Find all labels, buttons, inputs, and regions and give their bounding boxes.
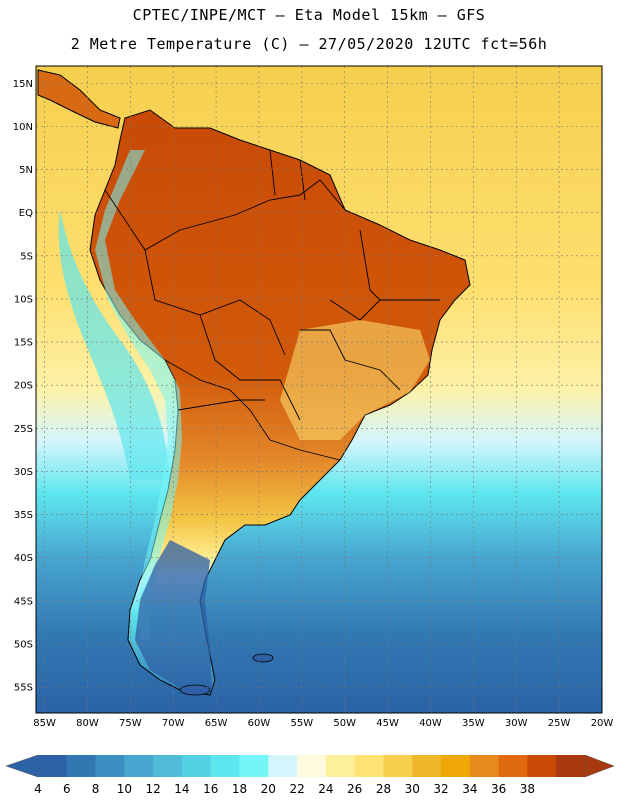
colorbar-left-arrow (5, 754, 39, 778)
colorbar-swatch (354, 755, 384, 777)
colorbar-swatch (153, 755, 183, 777)
colorbar-swatch (325, 755, 356, 777)
colorbar: 4 6 8 10 12 14 16 18 20 22 24 26 28 30 32 34 36 38 (5, 754, 615, 796)
lat-label: 45S (14, 596, 33, 607)
colorbar-label: 14 (174, 782, 189, 796)
colorbar-swatch (66, 755, 97, 777)
colorbar-swatch (210, 755, 241, 777)
colorbar-label: 22 (289, 782, 304, 796)
lat-label: 40S (14, 553, 33, 564)
colorbar-swatch (181, 755, 212, 777)
colorbar-swatch (383, 755, 413, 777)
chart-title-line-1: CPTEC/INPE/MCT – Eta Model 15km – GFS (132, 6, 486, 24)
lon-label: 60W (248, 718, 271, 729)
tierra-del-fuego (179, 684, 211, 696)
colorbar-right-arrow (584, 754, 615, 778)
lon-label: 35W (462, 718, 485, 729)
lat-label: 55S (14, 683, 33, 694)
colorbar-label: 28 (376, 782, 391, 796)
colorbar-label: 38 (520, 782, 535, 796)
lat-label: 20S (14, 381, 33, 392)
colorbar-swatch (297, 755, 327, 777)
lat-label: 15S (14, 338, 33, 349)
colorbar-swatch (498, 755, 528, 777)
colorbar-label: 30 (405, 782, 420, 796)
colorbar-label: 24 (318, 782, 333, 796)
colorbar-label: 26 (347, 782, 362, 796)
country-borders (104, 149, 440, 461)
colorbar-label: 20 (261, 782, 276, 796)
lon-label: 80W (76, 718, 99, 729)
southeast-brazil-mild (280, 320, 430, 440)
map-gridlines (36, 66, 603, 713)
lon-label: 70W (162, 718, 185, 729)
lat-label: 30S (14, 467, 33, 478)
colorbar-swatch (38, 755, 68, 777)
map-frame (35, 65, 603, 714)
lat-label: 10S (14, 294, 33, 305)
falkland-islands (252, 653, 274, 663)
lon-label: 30W (505, 718, 528, 729)
colorbar-swatch (556, 755, 586, 777)
lon-label: 20W (591, 718, 614, 729)
lat-label: 50S (14, 639, 33, 650)
lat-label: 15N (13, 79, 33, 90)
lon-label: 45W (376, 718, 399, 729)
patagonia-cold (135, 540, 212, 690)
colorbar-swatch (268, 755, 298, 777)
lon-label: 25W (548, 718, 571, 729)
lon-label: 75W (119, 718, 142, 729)
lat-label: 5S (20, 251, 33, 262)
colorbar-label: 6 (63, 782, 71, 796)
lat-label: 25S (14, 424, 33, 435)
colorbar-label: 32 (433, 782, 448, 796)
lat-label: 35S (14, 510, 33, 521)
longitude-labels: 85W 80W 75W 70W 65W 60W 55W 50W 45W 40W 35W 30W 25W 2… (33, 718, 613, 729)
latitude-labels: 15N 10N 5N EQ 5S 10S 15S 20S 25S 30S 35S 40S 45S 50S 5… (13, 79, 33, 694)
lon-label: 50W (333, 718, 356, 729)
colorbar-label: 10 (117, 782, 132, 796)
colorbar-label: 12 (146, 782, 161, 796)
chart-title-line-2: 2 Metre Temperature (C) – 27/05/2020 12U… (70, 35, 548, 53)
colorbar-swatch (412, 755, 442, 777)
lon-label: 40W (419, 718, 442, 729)
colorbar-swatch (441, 755, 471, 777)
colorbar-label: 16 (203, 782, 218, 796)
lat-label: 10N (13, 122, 33, 133)
pacific-coastal-band (58, 210, 170, 480)
colorbar-label: 4 (34, 782, 42, 796)
colorbar-label: 18 (232, 782, 247, 796)
colorbar-swatch (95, 755, 125, 777)
colorbar-label: 36 (491, 782, 506, 796)
lon-label: 85W (33, 718, 56, 729)
colorbar-swatch (124, 755, 154, 777)
andes-cool-strip (95, 150, 182, 640)
lon-label: 65W (205, 718, 228, 729)
colorbar-label: 8 (92, 782, 100, 796)
colorbar-swatch (527, 755, 557, 777)
colorbar-swatch (469, 755, 500, 777)
colorbar-label: 34 (462, 782, 477, 796)
lon-label: 55W (291, 718, 314, 729)
lat-label: EQ (19, 208, 33, 219)
central-america-land (37, 69, 121, 129)
lat-label: 5N (19, 165, 33, 176)
colorbar-swatch (239, 755, 269, 777)
